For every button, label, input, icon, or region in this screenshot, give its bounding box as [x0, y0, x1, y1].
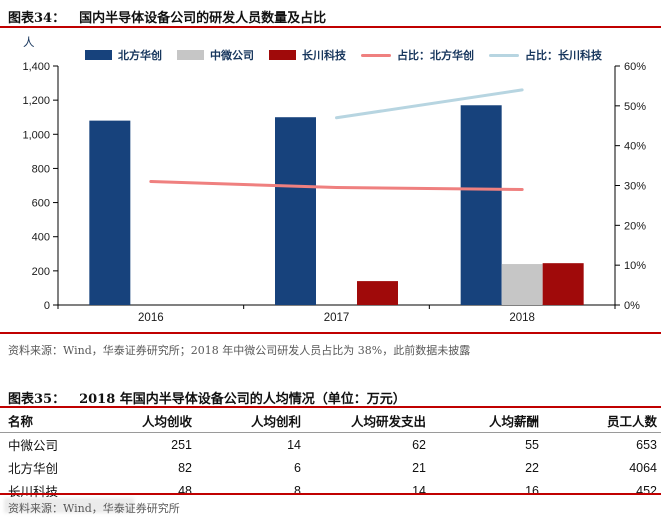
table-col-header-4: 人均薪酬: [427, 408, 540, 433]
fig34-title-rule: [0, 26, 661, 28]
legend-bar-swatch-1: [177, 50, 204, 60]
x-category-label: 2016: [138, 312, 164, 324]
value-cell-4: 653: [636, 437, 657, 452]
bar-长川科技-2018: [542, 263, 584, 305]
right-axis-tick-label: 40%: [624, 141, 646, 153]
legend-item-4: 占比：长川科技: [489, 47, 602, 63]
value-cell-2: 62: [412, 437, 426, 452]
right-axis-tick-label: 10%: [624, 260, 646, 272]
value-cell-4: 452: [636, 483, 657, 498]
table-col-header-1: 人均创收: [100, 408, 193, 433]
legend-line-swatch-4: [489, 53, 519, 57]
rd-personnel-chart: 1,400 1,200 1,000 800 600 400 200 0 60% 50% 40% 30%…: [0, 36, 661, 332]
value-cell-2: 14: [412, 483, 426, 498]
value-cell-3: 22: [525, 460, 539, 475]
left-axis-tick-label: 1,200: [22, 95, 50, 107]
legend-bar-swatch-0: [85, 50, 112, 60]
left-axis-tick-label: 0: [44, 300, 50, 312]
left-axis-tick-label: 400: [32, 232, 50, 244]
legend-label-4: 占比：长川科技: [525, 49, 602, 62]
ratio-line-占比：北方华创: [149, 180, 524, 191]
company-name-cell: 长川科技: [8, 484, 59, 499]
fig34-header: 图表34： 国内半导体设备公司的研发人员数量及占比: [8, 7, 661, 26]
value-cell-2: 21: [412, 460, 426, 475]
value-cell-0: 251: [171, 437, 192, 452]
value-cell-0: 82: [178, 460, 192, 475]
left-axis-tick-label: 200: [32, 266, 50, 278]
legend-item-2: 长川科技: [269, 47, 346, 63]
right-axis-tick-label: 20%: [624, 220, 646, 232]
left-axis-tick-label: 1,400: [22, 61, 50, 73]
fig34-bottom-rule: [0, 332, 661, 334]
table-col-header-2: 人均创利: [193, 408, 302, 433]
value-cell-3: 55: [525, 437, 539, 452]
bar-北方华创-2016: [89, 120, 131, 305]
legend-label-0: 北方华创: [118, 49, 162, 62]
table-row-北方华创: 北方华创 82 6 21 22 4064: [0, 456, 661, 479]
value-cell-1: 14: [287, 437, 301, 452]
watermark-smudge: [4, 498, 134, 513]
fig35-label: 图表35：: [8, 392, 66, 407]
bar-长川科技-2017: [357, 281, 398, 305]
x-category-label: 2018: [509, 312, 535, 324]
legend-label-1: 中微公司: [210, 49, 254, 62]
chart-legend: 北方华创 中微公司 长川科技 占比：北方华创 占比：长川科技: [85, 47, 602, 63]
legend-label-2: 长川科技: [302, 49, 346, 62]
value-cell-1: 6: [294, 460, 301, 475]
value-cell-1: 8: [294, 483, 301, 498]
right-axis-tick-label: 0%: [624, 300, 640, 312]
left-axis-tick-label: 800: [32, 163, 50, 175]
left-axis-tick-label: 1,000: [22, 129, 50, 141]
bar-北方华创-2017: [275, 117, 316, 305]
table-bottom-rule: [0, 493, 661, 495]
company-name-cell: 中微公司: [8, 438, 59, 453]
legend-item-1: 中微公司: [177, 47, 254, 63]
company-name-cell: 北方华创: [8, 461, 59, 476]
table-header-row: 名称 人均创收 人均创利 人均研发支出 人均薪酬 员工人数: [0, 408, 661, 433]
right-axis-tick-label: 30%: [624, 181, 646, 193]
legend-item-3: 占比：北方华创: [361, 47, 474, 63]
left-axis-tick-label: 600: [32, 198, 50, 210]
table-col-header-5: 员工人数: [540, 408, 661, 433]
x-category-label: 2017: [324, 312, 350, 324]
fig34-title: 国内半导体设备公司的研发人员数量及占比: [79, 11, 327, 26]
legend-label-3: 占比：北方华创: [397, 49, 474, 62]
right-axis-tick-label: 50%: [624, 101, 646, 113]
bar-北方华创-2018: [460, 105, 502, 305]
bar-中微公司-2018: [501, 264, 543, 305]
left-axis-unit-label: 人: [23, 35, 35, 49]
fig34-source-note: 资料来源：Wind，华泰证券研究所；2018 年中微公司研发人员占比为 38%，…: [8, 344, 471, 357]
right-axis-tick-label: 60%: [624, 61, 646, 73]
per-capita-table: 名称 人均创收 人均创利 人均研发支出 人均薪酬 员工人数 中微公司 251 14 62 55 65…: [0, 408, 661, 502]
legend-item-0: 北方华创: [85, 47, 162, 63]
table-col-header-0: 名称: [0, 408, 100, 433]
value-cell-3: 16: [525, 483, 539, 498]
value-cell-4: 4064: [629, 460, 657, 475]
fig35-title: 2018 年国内半导体设备公司的人均情况（单位：万元）: [79, 392, 406, 407]
fig34-label: 图表34：: [8, 11, 66, 26]
fig35-source-note: 资料来源：Wind，华泰证券研究所: [8, 502, 180, 515]
fig35-title-rule: [0, 406, 661, 408]
legend-line-swatch-3: [361, 53, 391, 57]
legend-bar-swatch-2: [269, 50, 296, 60]
ratio-line-占比：长川科技: [335, 88, 524, 120]
table-row-中微公司: 中微公司 251 14 62 55 653: [0, 433, 661, 457]
fig35-header: 图表35： 2018 年国内半导体设备公司的人均情况（单位：万元）: [8, 388, 661, 407]
chart-canvas: 1,400 1,200 1,000 800 600 400 200 0 60% 50% 40% 30%…: [22, 61, 646, 324]
table-col-header-3: 人均研发支出: [302, 408, 427, 433]
